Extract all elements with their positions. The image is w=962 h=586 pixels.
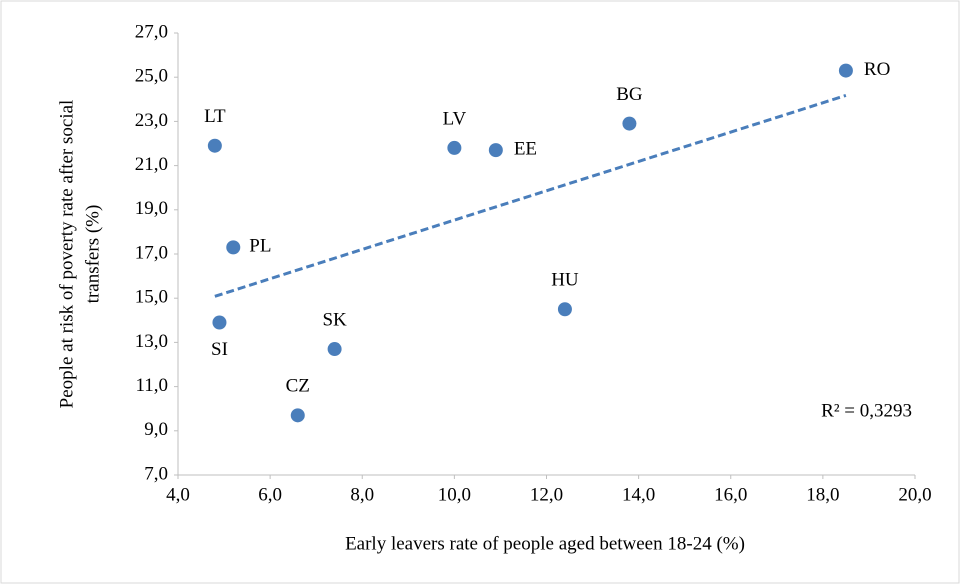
x-tick-label: 14,0	[622, 484, 655, 505]
y-tick-label: 17,0	[135, 242, 168, 263]
x-tick-label: 12,0	[530, 484, 563, 505]
x-tick-label: 20,0	[898, 484, 931, 505]
point-label: PL	[249, 236, 271, 257]
y-tick-label: 13,0	[135, 331, 168, 352]
y-tick-label: 19,0	[135, 198, 168, 219]
y-tick-label: 27,0	[135, 21, 168, 42]
point	[838, 63, 853, 78]
point	[622, 116, 637, 131]
x-tick-label: 16,0	[714, 484, 747, 505]
point-label: LV	[443, 108, 467, 129]
y-tick-label: 7,0	[144, 463, 168, 484]
y-tick-label: 9,0	[144, 419, 168, 440]
x-axis-label: Early leavers rate of people aged betwee…	[345, 533, 745, 554]
y-tick-label: 15,0	[135, 287, 168, 308]
point-label: SK	[322, 309, 347, 330]
point-label: CZ	[286, 376, 310, 397]
x-tick-label: 6,0	[258, 484, 282, 505]
x-tick-label: 8,0	[350, 484, 374, 505]
y-tick-label: 11,0	[135, 375, 168, 396]
point	[290, 408, 305, 423]
point-label: EE	[514, 138, 537, 159]
y-tick-label: 21,0	[135, 154, 168, 175]
point	[557, 302, 572, 317]
point-label: SI	[211, 339, 228, 360]
x-tick-label: 10,0	[438, 484, 471, 505]
point	[488, 143, 503, 158]
point	[226, 240, 241, 255]
y-axis-label: People at risk of poverty rate after soc…	[56, 100, 77, 409]
point	[207, 138, 222, 153]
point-label: HU	[551, 270, 579, 291]
y-axis-label: transfers (%)	[82, 205, 103, 304]
y-tick-label: 23,0	[135, 110, 168, 131]
point	[212, 315, 227, 330]
point	[327, 342, 342, 357]
x-tick-label: 4,0	[166, 484, 190, 505]
trendline	[214, 93, 847, 298]
point	[447, 140, 462, 155]
y-tick-label: 25,0	[135, 66, 168, 87]
point-label: LT	[204, 106, 226, 127]
point-label: BG	[616, 84, 643, 105]
x-tick-label: 18,0	[806, 484, 839, 505]
r-squared: R² = 0,3293	[821, 400, 912, 421]
point-label: RO	[864, 59, 890, 80]
